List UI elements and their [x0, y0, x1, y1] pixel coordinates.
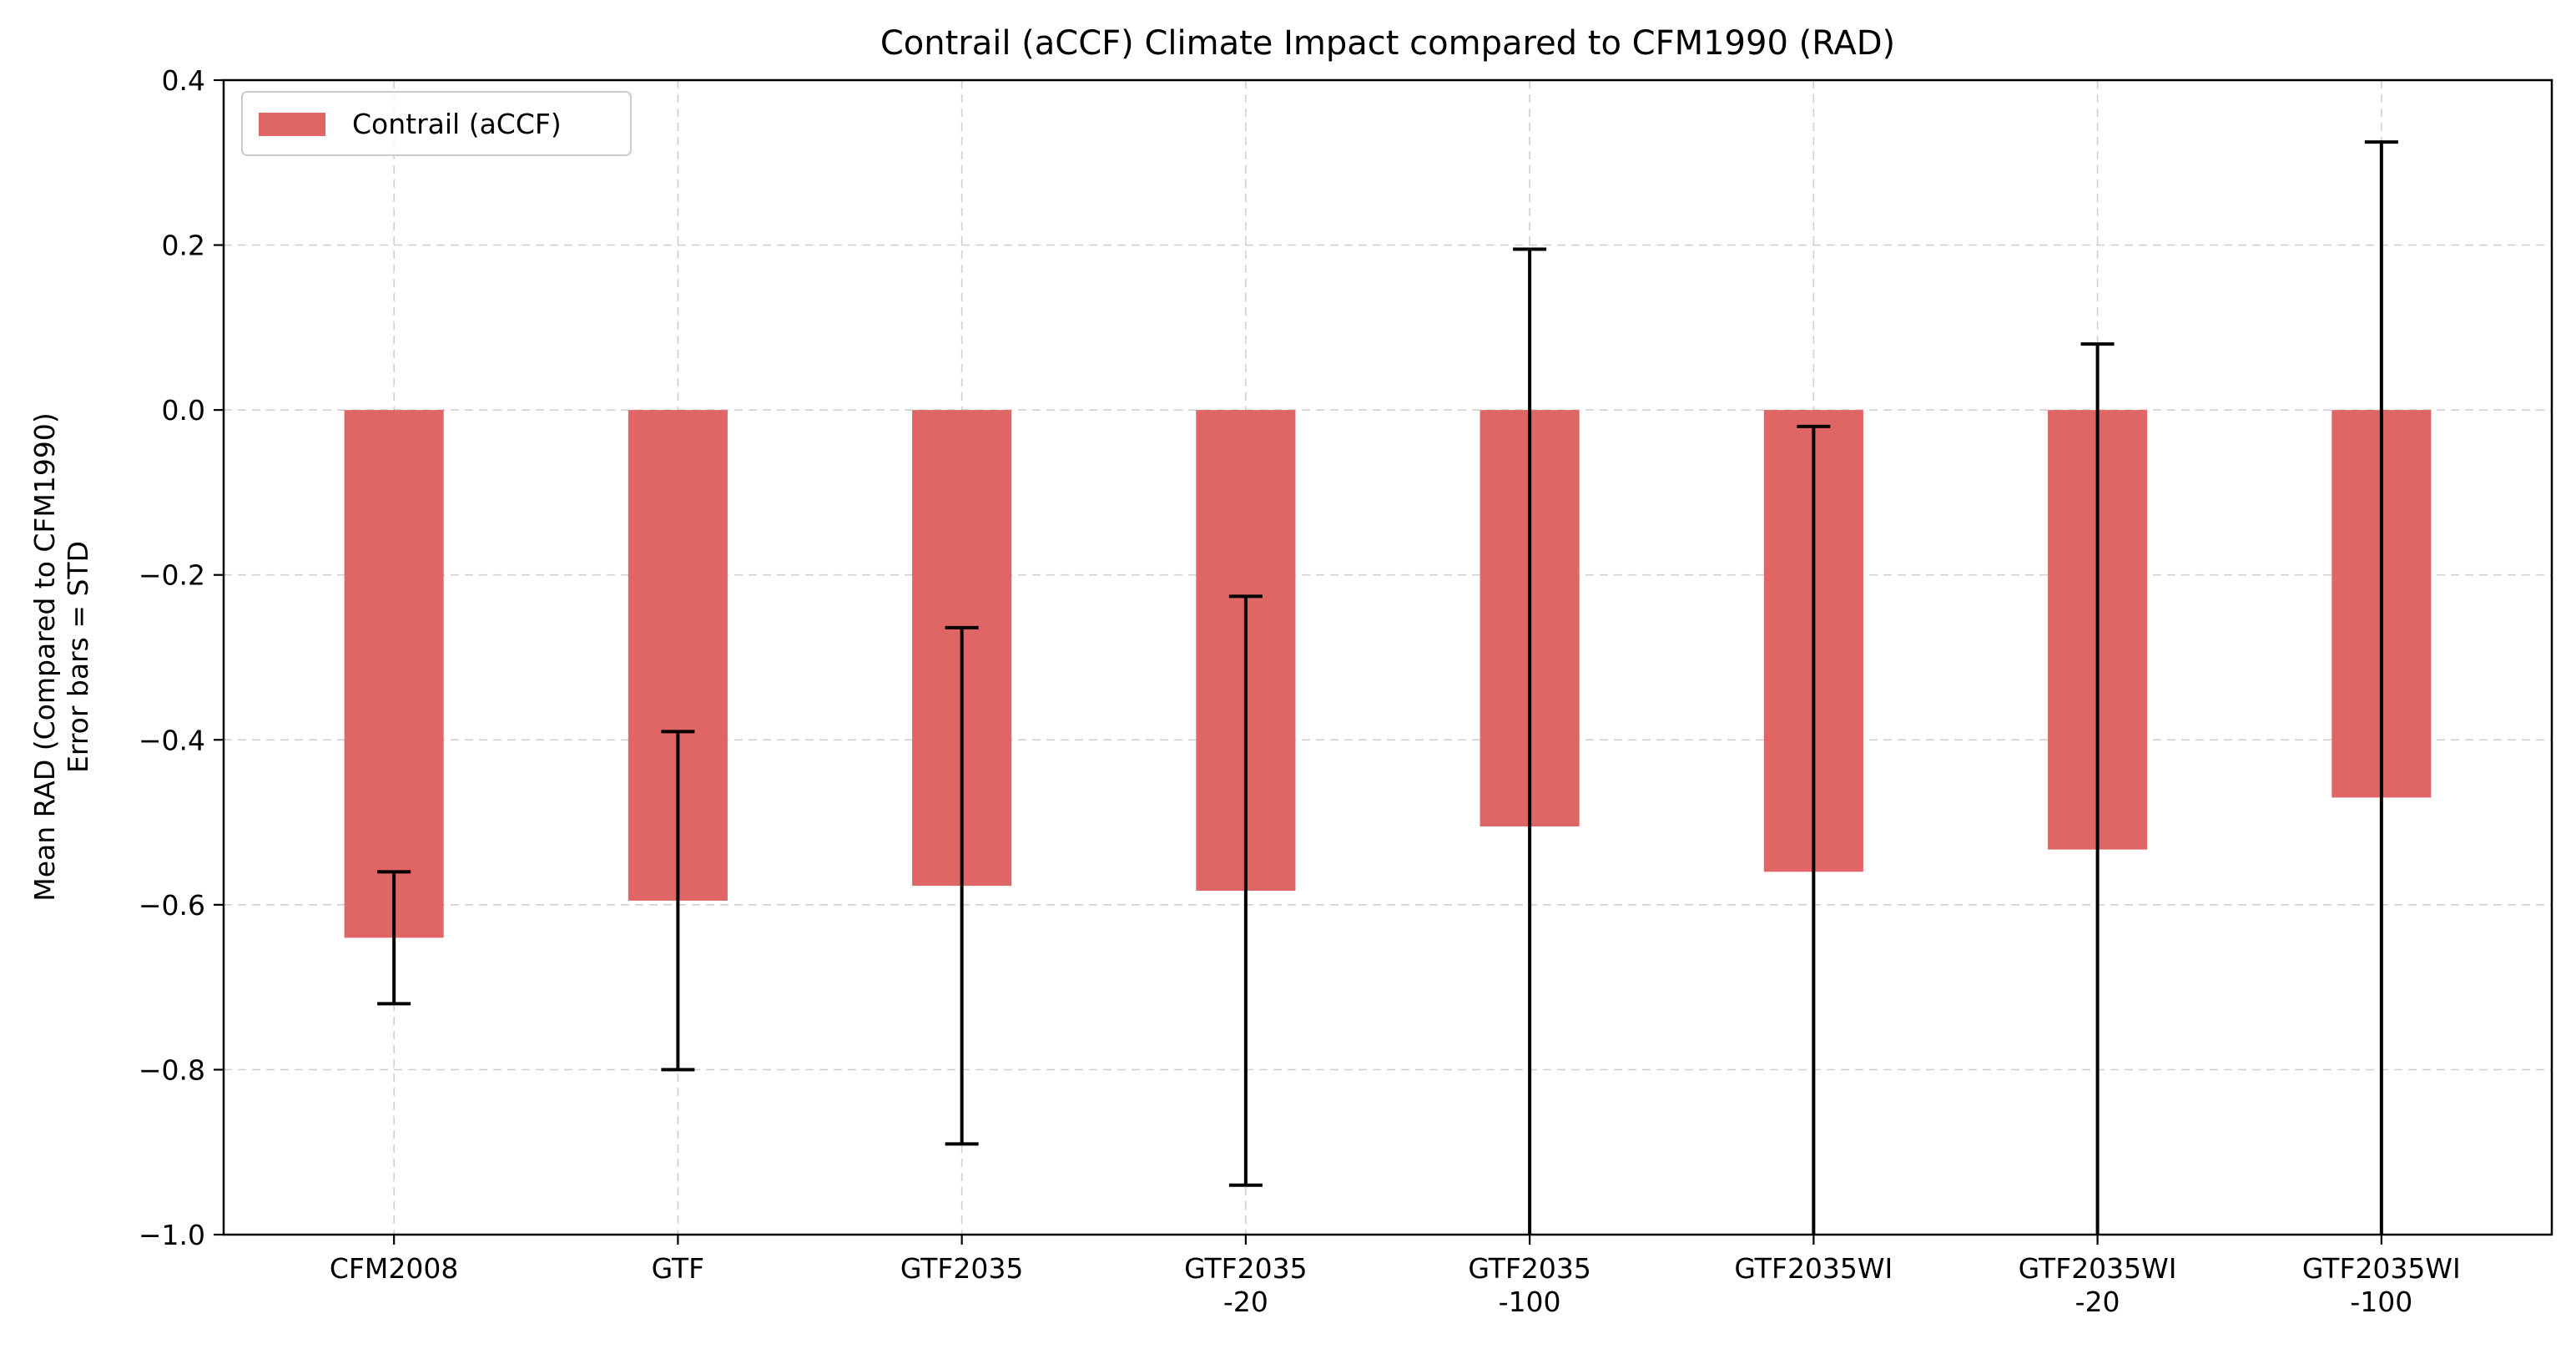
y-tick-label: −0.6 — [139, 889, 205, 922]
y-axis-label-line-1: Mean RAD (Compared to CFM1990) — [28, 412, 61, 901]
legend-label: Contrail (aCCF) — [352, 108, 562, 140]
legend-swatch — [259, 113, 325, 136]
legend-frame — [241, 91, 632, 156]
x-tick-label: -100 — [2350, 1286, 2412, 1318]
y-tick-label: −1.0 — [139, 1219, 205, 1251]
y-tick-label: −0.4 — [139, 724, 205, 756]
x-tick-label: GTF — [652, 1252, 705, 1285]
chart-title: Contrail (aCCF) Climate Impact compared … — [880, 24, 1895, 63]
y-tick-label: −0.2 — [139, 559, 205, 592]
x-tick-label: GTF2035 — [900, 1252, 1024, 1285]
x-tick-label: CFM2008 — [330, 1252, 458, 1285]
y-axis-label: Mean RAD (Compared to CFM1990) Error bar… — [28, 412, 94, 901]
error-bars — [377, 140, 2398, 1235]
bar — [344, 410, 444, 938]
x-tick-label: GTF2035 — [1184, 1252, 1308, 1285]
legend: Contrail (aCCF) — [241, 91, 632, 156]
grid-lines — [224, 79, 2552, 1235]
y-axis-label-line-2: Error bars = STD — [62, 541, 94, 773]
x-tick-label: GTF2035WI — [1734, 1252, 1893, 1285]
y-tick-label: 0.4 — [162, 64, 205, 97]
y-tick-label: −0.8 — [139, 1053, 205, 1086]
x-tick-label: -100 — [1499, 1286, 1561, 1318]
plot-frame — [222, 78, 2553, 1236]
y-axis: 0.4 0.2 0.0 −0.2 −0.4 −0.6 −0.8 −1.0 — [139, 64, 224, 1251]
x-tick-label: GTF2035 — [1468, 1252, 1591, 1285]
x-tick-label: GTF2035WI — [2019, 1252, 2177, 1285]
x-axis: CFM2008 GTF GTF2035 GTF2035-20GTF2035-100GT… — [330, 1235, 2461, 1318]
y-tick-label: 0.2 — [162, 230, 205, 262]
x-tick-label: -20 — [2075, 1286, 2120, 1318]
x-tick-label: -20 — [1223, 1286, 1268, 1318]
bars — [344, 410, 2432, 938]
y-tick-label: 0.0 — [162, 394, 205, 427]
x-tick-label: GTF2035WI — [2302, 1252, 2461, 1285]
